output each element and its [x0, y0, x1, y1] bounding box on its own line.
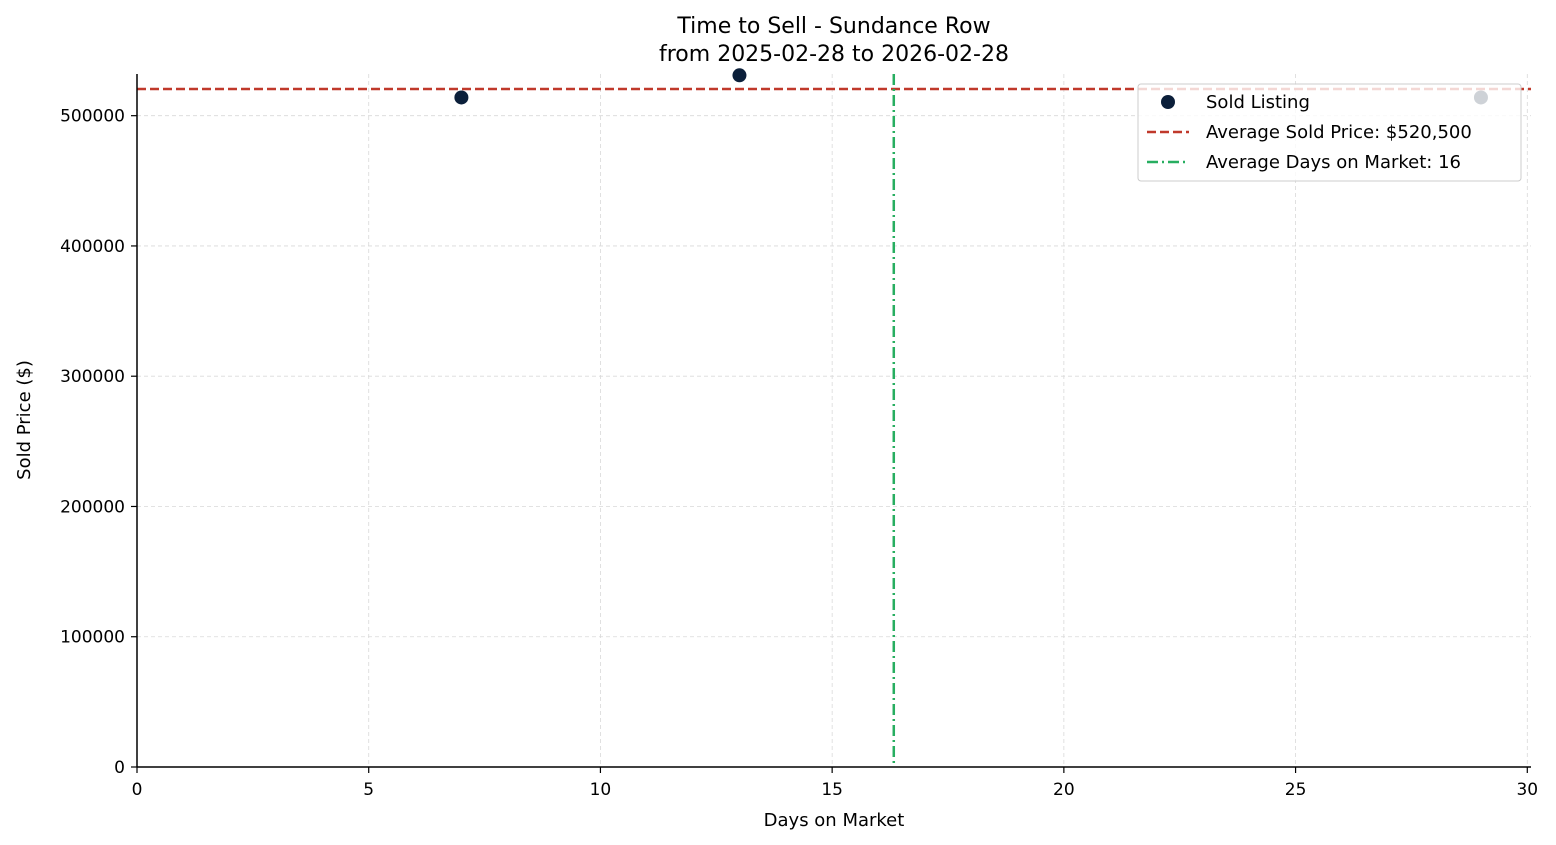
x-axis-label: Days on Market [764, 810, 905, 831]
ticks: 0 5 10 15 20 25 30 0 100000 200000 300000 400000 500… [60, 107, 1538, 800]
x-tick-label: 30 [1516, 780, 1538, 800]
chart-title-line2: from 2025-02-28 to 2026-02-28 [659, 42, 1009, 67]
x-tick-label: 25 [1285, 780, 1307, 800]
y-tick-label: 300000 [60, 367, 125, 387]
y-tick-label: 0 [114, 758, 125, 778]
y-axis-label: Sold Price ($) [14, 360, 35, 480]
x-tick-label: 15 [821, 780, 843, 800]
x-tick-label: 5 [363, 780, 374, 800]
legend-label-sold-listing: Sold Listing [1206, 92, 1310, 113]
legend-box [1137, 83, 1522, 182]
y-tick-label: 400000 [60, 237, 125, 257]
legend-label-avg-days: Average Days on Market: 16 [1206, 152, 1461, 173]
data-point [454, 90, 469, 105]
y-tick-label: 200000 [60, 497, 125, 517]
x-tick-label: 10 [590, 780, 612, 800]
chart-title-line1: Time to Sell - Sundance Row [676, 14, 990, 39]
legend: Sold Listing Average Sold Price: $520,50… [1137, 83, 1522, 182]
data-point [732, 68, 747, 83]
x-tick-label: 0 [132, 780, 143, 800]
y-tick-label: 100000 [60, 628, 125, 648]
legend-marker-sold-listing [1161, 95, 1175, 109]
grid [136, 74, 1531, 768]
x-tick-label: 20 [1053, 780, 1075, 800]
legend-label-avg-price: Average Sold Price: $520,500 [1206, 122, 1472, 143]
y-tick-label: 500000 [60, 107, 125, 127]
axes [136, 74, 1531, 768]
